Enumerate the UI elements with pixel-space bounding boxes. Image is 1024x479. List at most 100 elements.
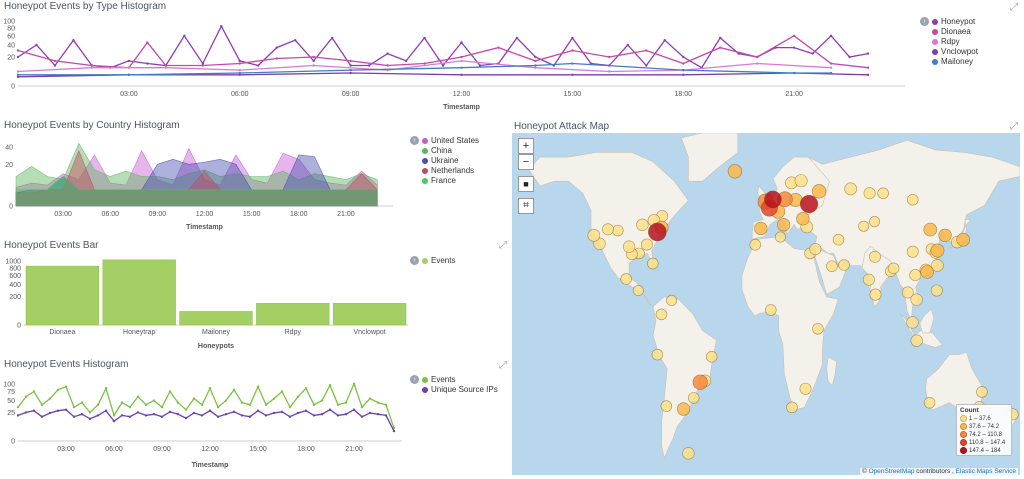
data-point [35,43,38,47]
data-point [866,52,870,55]
expand-icon[interactable]: ⤢ [499,360,507,371]
data-point [571,73,574,76]
attack-marker [826,260,838,272]
legend-color-dot [422,257,428,264]
legend-item[interactable]: United States [422,136,479,146]
attack-map[interactable] [512,133,1020,475]
series-line [17,24,869,69]
zoom-out-button[interactable]: − [518,154,534,170]
expand-icon[interactable]: ⤢ [1010,2,1018,13]
data-point [608,55,611,59]
legend-item[interactable]: Unique Source IPs [422,385,498,395]
data-point [275,46,278,49]
legend-label: Rdpy [941,37,960,46]
legend-item[interactable]: China [422,146,479,156]
data-point [866,73,870,76]
legend-toggle-icon[interactable]: › [410,256,419,266]
data-point [88,411,92,414]
attack-marker [765,304,777,316]
legend-toggle-icon[interactable]: › [410,136,419,146]
legend-item[interactable]: Dionaea [932,27,978,37]
legend-range-label: 74.2 – 110.8 [969,432,1002,439]
data-point [160,415,164,418]
legend-toggle-icon[interactable]: › [410,375,419,385]
data-point [534,66,537,69]
data-point [176,401,180,404]
data-point [53,64,57,67]
legend-item[interactable]: Rdpy [932,37,978,47]
data-point [128,415,132,418]
expand-icon[interactable]: ⤢ [1010,121,1018,132]
y-tick-label: 0 [17,323,21,330]
data-point [72,405,76,409]
fit-bounds-button[interactable]: ⌗ [518,198,534,214]
legend-label: United States [431,136,480,145]
legend-label: China [431,146,452,155]
data-point [352,382,356,385]
legend-item[interactable]: Events [422,375,455,385]
series-line [17,381,395,429]
world-map-canvas[interactable] [512,133,1020,475]
data-point [16,405,20,409]
events-histogram-legend: › Events Unique Source IPs [410,375,498,395]
x-tick-label: 15:00 [564,91,582,98]
data-point [264,403,268,407]
attack-marker [838,259,850,271]
attack-marker [786,401,798,414]
y-tick-label: 40 [7,42,15,49]
data-point [192,397,196,400]
data-point [829,71,833,75]
events-bar-legend: › Events [410,256,455,266]
data-point [201,64,204,67]
attribution-text: contributors , [916,468,954,475]
data-point [304,409,308,412]
legend-item[interactable]: Honeypot [932,17,975,27]
legend-item[interactable]: Ukraine [422,156,479,166]
data-point [224,412,228,416]
draw-shape-button[interactable]: ■ [518,176,534,192]
data-point [90,66,94,69]
y-tick-label: 800 [9,265,21,272]
legend-item[interactable]: Netherlands [422,166,479,176]
data-point [360,405,364,409]
legend-item[interactable]: Events [422,256,455,266]
legend-toggle-icon[interactable]: › [920,17,929,27]
legend-item[interactable]: Vnclowpot [932,47,978,57]
x-axis-title: Timestamp [186,224,223,231]
zoom-in-button[interactable]: + [518,138,534,154]
data-point [336,414,340,417]
asia-shape [805,139,1020,322]
country-histogram-chart: 0 20 40 Timestamp 03:00 06:00 09:00 12:00 15:00 1… [5,142,393,231]
expand-icon[interactable]: ⤢ [499,240,507,251]
attack-marker [794,174,808,188]
data-point [272,397,276,400]
x-tick-label: 21:00 [785,91,803,98]
y-tick-label: 200 [9,294,21,301]
data-point [168,410,172,414]
data-point [56,409,60,412]
data-point [330,36,334,40]
data-point [441,64,445,67]
panel-title: Honeypot Events by Country Histogram [4,120,180,131]
legend-item[interactable]: Mailoney [932,57,978,67]
data-point [280,390,284,393]
data-point [152,399,156,402]
legend-item[interactable]: France [422,176,479,186]
y-tick-label: 50 [7,398,15,405]
data-point [152,412,156,416]
bar [179,311,253,326]
data-point [312,55,315,59]
y-tick-label: 20 [5,162,13,169]
x-tick-label: 15:00 [243,211,261,218]
data-point [127,59,131,63]
x-tick-label: 21:00 [337,211,355,218]
attack-marker [930,243,945,258]
openstreetmap-link[interactable]: OpenStreetMap [868,468,915,475]
data-point [40,403,44,407]
data-point [160,405,164,409]
bar [332,303,407,326]
data-point [608,70,611,73]
elastic-maps-link[interactable]: Elastic Maps Service [955,468,1016,475]
